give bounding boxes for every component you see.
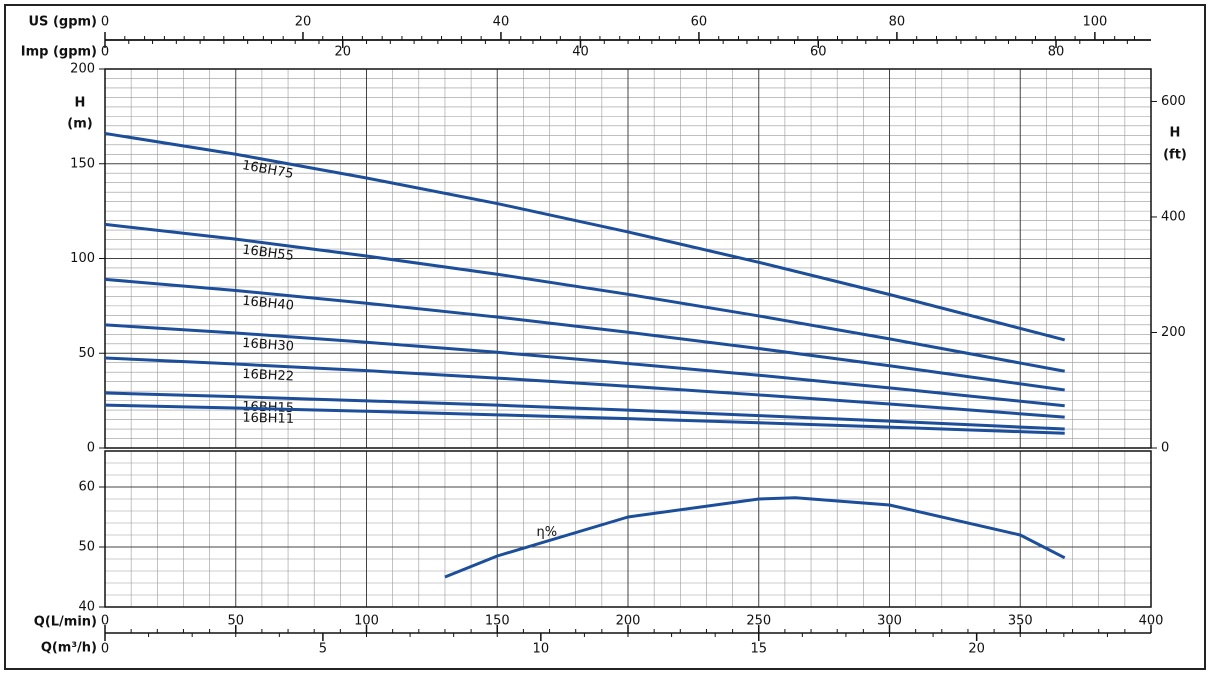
x-axis-label: Q(L/min) (34, 615, 97, 630)
y2-tick-label: 400 (1161, 209, 1186, 224)
tick-label: 0 (101, 45, 109, 60)
y-tick-label: 50 (78, 346, 95, 361)
y-tick-label: 40 (78, 600, 95, 615)
y-tick-label: 200 (70, 62, 95, 77)
y-tick-label: 0 (87, 441, 95, 456)
tick-label: 20 (295, 15, 312, 30)
y-tick-label: 60 (78, 480, 95, 495)
y2-tick-label: 600 (1161, 94, 1186, 109)
curve (104, 277, 1065, 392)
y2-axis-label: H (1170, 126, 1181, 141)
curve (104, 222, 1065, 373)
y-tick-label: 100 (70, 251, 95, 266)
curve-label: 16BH40 (242, 294, 295, 314)
tick-label: 40 (493, 15, 510, 30)
curve (104, 403, 1065, 435)
x-tick-label: 50 (227, 614, 244, 629)
tick-label: 80 (1048, 45, 1065, 60)
tick-label: 20 (968, 642, 985, 657)
x-tick-label: 350 (1008, 614, 1033, 629)
curve-label: 16BH22 (242, 367, 294, 385)
tick-label: 80 (889, 15, 906, 30)
plot-frame (104, 450, 1152, 608)
tick-label: 60 (810, 45, 827, 60)
x-tick-label: 0 (101, 614, 109, 629)
tick-label: 5 (319, 642, 327, 657)
outer-frame (4, 4, 1206, 670)
tick-label: 60 (691, 15, 708, 30)
curve-label: η% (536, 525, 557, 540)
y-tick-label: 50 (78, 540, 95, 555)
x-tick-label: 100 (354, 614, 379, 629)
y2-axis-label: (ft) (1163, 148, 1187, 163)
tick-label: 0 (101, 642, 109, 657)
curve (104, 131, 1066, 342)
curve-label: 16BH55 (241, 243, 294, 265)
tick-label: 15 (750, 642, 767, 657)
bottom-axis-label: Q(m³/h) (41, 641, 97, 656)
tick-label: 0 (101, 15, 109, 30)
y-tick-label: 150 (70, 156, 95, 171)
plot-frame (104, 68, 1152, 449)
curve-label: 16BH11 (242, 411, 294, 427)
x-tick-label: 150 (485, 614, 510, 629)
tick-label: 100 (1082, 15, 1107, 30)
y2-tick-label: 0 (1161, 441, 1169, 456)
curve (104, 356, 1065, 419)
x-tick-label: 300 (877, 614, 902, 629)
y-axis-label: H (75, 96, 86, 111)
y-axis-label: (m) (67, 117, 92, 132)
tick-label: 40 (572, 45, 589, 60)
top-axis-label: Imp (gpm) (21, 45, 97, 60)
curve (104, 323, 1065, 408)
curve (104, 391, 1065, 431)
x-tick-label: 400 (1139, 614, 1164, 629)
tick-label: 20 (334, 45, 351, 60)
curve (444, 496, 1066, 579)
x-tick-label: 200 (616, 614, 641, 629)
x-tick-label: 250 (746, 614, 771, 629)
y2-tick-label: 200 (1161, 325, 1186, 340)
curve-label: 16BH30 (242, 336, 295, 355)
tick-label: 10 (533, 642, 550, 657)
top-axis-label: US (gpm) (29, 15, 98, 30)
